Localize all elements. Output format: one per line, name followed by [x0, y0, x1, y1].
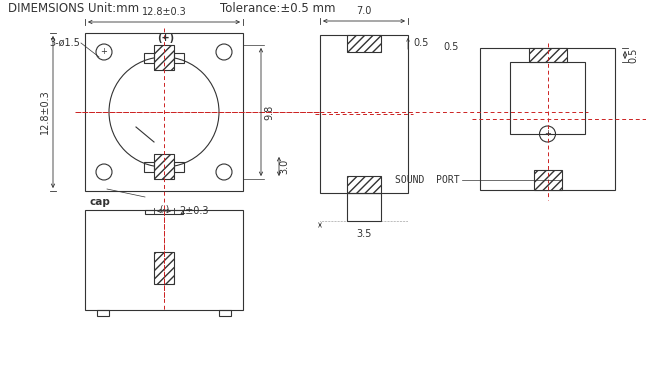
Bar: [528, 48, 567, 62]
Bar: [480, 48, 615, 190]
Text: 0.5: 0.5: [628, 47, 638, 63]
Text: 12.8±0.3: 12.8±0.3: [141, 7, 187, 17]
Bar: [174, 162, 184, 172]
Text: 3.0: 3.0: [279, 159, 289, 174]
Text: +: +: [544, 130, 551, 138]
Bar: [347, 176, 381, 193]
Bar: [347, 35, 381, 52]
Text: (-): (-): [159, 205, 169, 214]
Bar: [154, 154, 174, 179]
Bar: [174, 53, 184, 63]
Bar: [347, 193, 381, 221]
Bar: [144, 53, 154, 63]
Text: SOUND  PORT: SOUND PORT: [395, 175, 460, 185]
Text: 9.8: 9.8: [264, 104, 274, 119]
Text: 0.5: 0.5: [413, 39, 428, 48]
Bar: [85, 33, 243, 191]
Text: 12.8±0.3: 12.8±0.3: [40, 90, 50, 134]
Bar: [219, 310, 231, 316]
Text: 0.5: 0.5: [443, 42, 459, 53]
Text: 2±0.3: 2±0.3: [179, 206, 209, 216]
Bar: [320, 35, 408, 193]
Text: 7.0: 7.0: [357, 6, 371, 16]
Text: 3-ø1.5: 3-ø1.5: [49, 38, 80, 48]
Text: (+): (+): [158, 33, 174, 43]
Text: Tolerance:±0.5 mm: Tolerance:±0.5 mm: [220, 2, 335, 15]
Bar: [85, 210, 243, 310]
Bar: [534, 170, 561, 190]
Bar: [97, 310, 109, 316]
Text: DIMEMSIONS Unit:mm: DIMEMSIONS Unit:mm: [8, 2, 139, 15]
Text: +: +: [101, 48, 107, 56]
Text: 3.5: 3.5: [357, 229, 371, 239]
Text: cap: cap: [90, 197, 111, 207]
Bar: [154, 252, 174, 284]
Bar: [154, 45, 174, 70]
Bar: [144, 162, 154, 172]
Bar: [145, 210, 183, 214]
Bar: [510, 62, 585, 134]
